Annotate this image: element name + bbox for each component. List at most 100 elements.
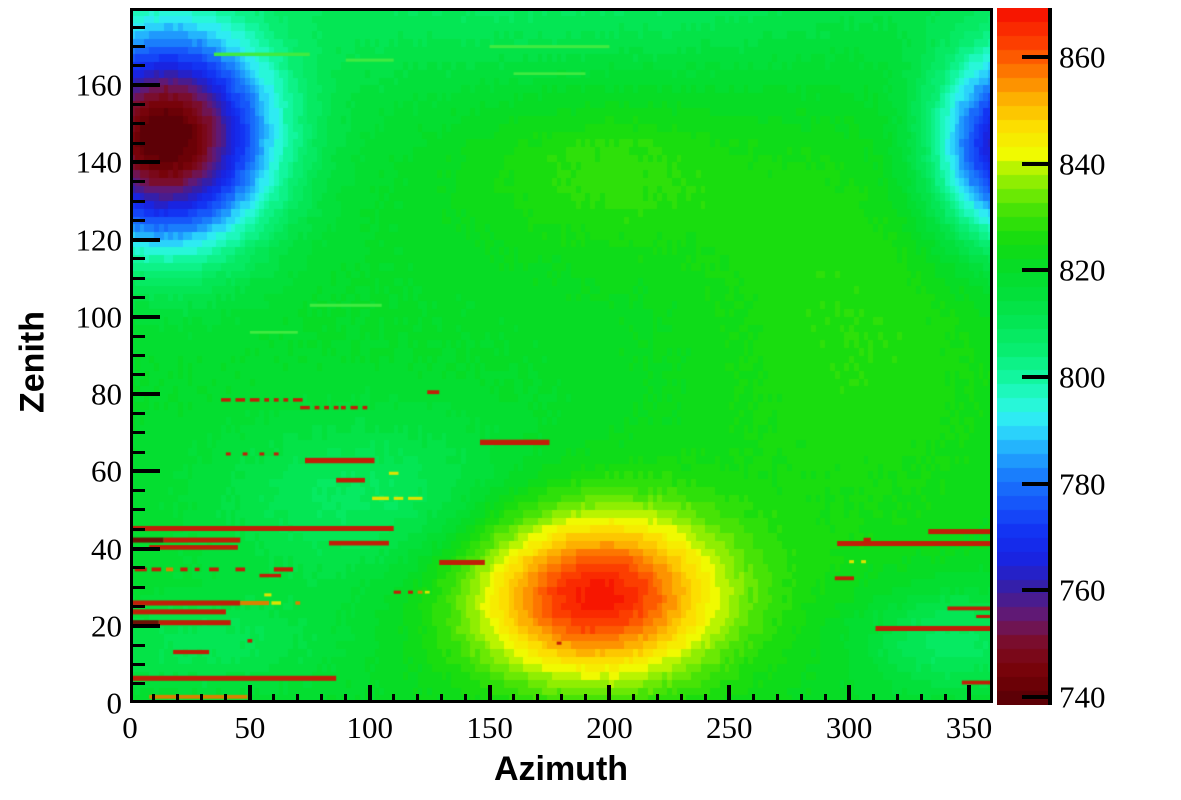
y-minor-tick	[130, 257, 145, 261]
x-minor-tick	[392, 694, 396, 703]
colorbar-tick-label: 800	[1059, 359, 1106, 395]
x-tick-label: 50	[234, 710, 266, 745]
y-minor-tick	[130, 64, 145, 68]
y-minor-tick	[130, 682, 145, 686]
x-tick-label: 250	[706, 710, 753, 745]
y-minor-tick	[130, 489, 145, 493]
y-tick-label: 80	[91, 376, 122, 412]
x-major-tick	[967, 685, 972, 703]
y-tick-label: 160	[75, 67, 123, 103]
y-minor-tick	[130, 643, 145, 647]
x-minor-tick	[655, 694, 659, 703]
y-minor-tick	[130, 103, 145, 107]
x-minor-tick	[799, 694, 803, 703]
y-tick-label: 60	[91, 453, 122, 489]
x-minor-tick	[536, 694, 540, 703]
colorbar-tick-label: 780	[1059, 466, 1106, 502]
y-major-tick	[130, 237, 160, 242]
y-minor-tick	[130, 527, 145, 531]
y-tick-label: 20	[91, 608, 122, 644]
colorbar-tick	[1022, 55, 1050, 60]
y-minor-tick	[130, 122, 145, 126]
y-major-tick	[130, 623, 160, 628]
y-tick-label: 140	[75, 144, 123, 180]
x-minor-tick	[943, 694, 947, 703]
x-major-tick	[247, 685, 252, 703]
y-tick-label: 100	[75, 299, 123, 335]
y-minor-tick	[130, 334, 145, 338]
x-minor-tick	[200, 694, 204, 703]
x-minor-tick	[344, 694, 348, 703]
x-minor-tick	[751, 694, 755, 703]
y-major-tick	[130, 392, 160, 397]
colorbar-tick	[1022, 695, 1050, 699]
y-tick-label: 0	[106, 685, 123, 721]
x-minor-tick	[272, 694, 276, 703]
y-axis-title: Zenith	[13, 311, 52, 413]
x-tick-label: 200	[586, 710, 633, 745]
x-minor-tick	[895, 694, 899, 703]
y-minor-tick	[130, 199, 145, 203]
y-major-tick	[130, 314, 160, 319]
x-minor-tick	[224, 694, 228, 703]
x-minor-tick	[871, 694, 875, 703]
y-minor-tick	[130, 276, 145, 280]
colorbar-canvas	[997, 8, 1050, 705]
y-minor-tick	[130, 218, 145, 222]
colorbar-axis-line	[1048, 8, 1052, 705]
colorbar-tick-label: 860	[1059, 39, 1106, 75]
colorbar-tick-label: 760	[1059, 572, 1106, 608]
y-major-tick	[130, 546, 160, 551]
y-minor-tick	[130, 354, 145, 357]
x-tick-label: 350	[945, 710, 993, 745]
x-minor-tick	[416, 694, 420, 703]
x-minor-tick	[512, 694, 516, 703]
y-major-tick	[130, 83, 160, 88]
x-axis-title: Azimuth	[493, 750, 629, 788]
x-tick-label: 300	[825, 710, 873, 745]
y-minor-tick	[130, 373, 145, 377]
x-major-tick	[487, 685, 492, 703]
x-minor-tick	[823, 694, 827, 703]
x-tick-label: 100	[346, 710, 393, 745]
y-minor-tick	[130, 180, 145, 184]
x-minor-tick	[440, 694, 444, 703]
y-minor-tick	[130, 296, 145, 300]
y-minor-tick	[130, 25, 145, 29]
x-minor-tick	[296, 694, 300, 703]
x-minor-tick	[152, 694, 156, 703]
colorbar-tick-label: 840	[1059, 146, 1106, 182]
x-minor-tick	[320, 694, 324, 703]
y-minor-tick	[130, 508, 145, 512]
x-tick-label: 150	[466, 710, 513, 745]
y-tick-label: 120	[75, 222, 123, 258]
x-major-tick	[847, 685, 852, 703]
x-minor-tick	[919, 694, 923, 703]
x-minor-tick	[631, 694, 635, 703]
x-minor-tick	[560, 694, 563, 703]
x-major-tick	[367, 685, 372, 703]
y-major-tick	[130, 160, 160, 165]
y-minor-tick	[130, 45, 145, 49]
y-major-tick	[130, 469, 160, 474]
x-minor-tick	[583, 694, 587, 703]
heatmap-canvas	[130, 8, 993, 703]
y-tick-label: 40	[91, 531, 122, 567]
y-minor-tick	[130, 585, 145, 589]
colorbar-tick	[1022, 481, 1050, 486]
x-minor-tick	[176, 694, 180, 703]
y-minor-tick	[130, 450, 145, 454]
y-minor-tick	[130, 411, 145, 415]
colorbar-tick	[1022, 588, 1050, 593]
y-minor-tick	[130, 141, 145, 145]
colorbar-tick-label: 820	[1059, 252, 1106, 288]
x-major-tick	[607, 685, 612, 703]
y-minor-tick	[130, 566, 145, 570]
y-minor-tick	[130, 662, 145, 666]
colorbar-tick	[1022, 161, 1050, 166]
x-tick-label: 0	[122, 710, 138, 745]
x-major-tick	[727, 685, 732, 703]
colorbar-tick	[1022, 268, 1050, 273]
colorbar-tick	[1022, 375, 1050, 380]
y-minor-tick	[130, 604, 145, 608]
